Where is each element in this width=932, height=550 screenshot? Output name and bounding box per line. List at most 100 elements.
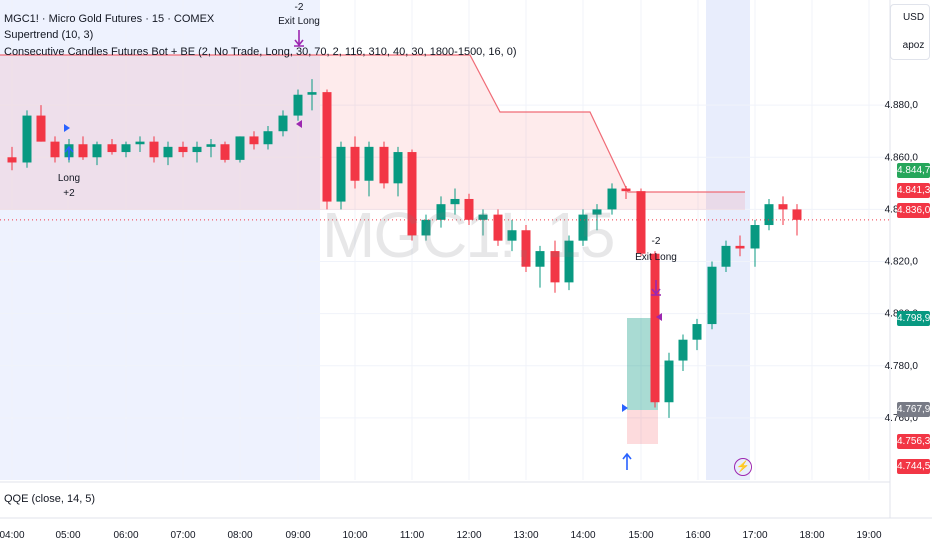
x-tick-9: 13:00 bbox=[513, 530, 538, 541]
y-tick-6: 4.760,0 bbox=[885, 413, 919, 424]
candle-body-5 bbox=[78, 144, 88, 158]
y-tick-3: 4.820,0 bbox=[885, 257, 919, 268]
symbol-legend[interactable]: MGC1! · Micro Gold Futures · 15 · COMEX bbox=[4, 13, 215, 25]
candle-body-25 bbox=[364, 146, 374, 181]
symbol-watermark: MGC1!, 15 bbox=[322, 199, 615, 271]
candle-body-31 bbox=[450, 198, 460, 205]
supertrend-fill bbox=[0, 55, 745, 210]
candle-body-9 bbox=[135, 141, 145, 145]
x-tick-8: 12:00 bbox=[456, 530, 481, 541]
long-arrow-1 bbox=[64, 145, 74, 160]
candle-body-6 bbox=[92, 144, 102, 158]
candle-body-45 bbox=[650, 253, 660, 403]
candle-body-46 bbox=[664, 360, 674, 403]
x-tick-2: 06:00 bbox=[113, 530, 138, 541]
candle-body-11 bbox=[163, 146, 173, 158]
candle-body-19 bbox=[278, 115, 288, 132]
candle-body-49 bbox=[707, 266, 717, 325]
candle-body-37 bbox=[535, 251, 545, 267]
candle-body-53 bbox=[764, 204, 774, 226]
candle-body-3 bbox=[50, 141, 60, 158]
candle-body-26 bbox=[379, 146, 389, 184]
supertrend-line bbox=[0, 54, 745, 193]
exit-long-1-qty: -2 bbox=[295, 2, 304, 13]
x-tick-3: 07:00 bbox=[170, 530, 195, 541]
candle-body-38 bbox=[550, 251, 560, 283]
loss-zone bbox=[627, 410, 658, 444]
x-tick-15: 19:00 bbox=[856, 530, 881, 541]
price-tag-6: 4.744,5 bbox=[897, 459, 931, 474]
scale-settings-box[interactable] bbox=[890, 4, 930, 60]
exit-flag-2 bbox=[656, 313, 662, 321]
candle-body-16 bbox=[235, 136, 245, 160]
candle-body-41 bbox=[592, 209, 602, 215]
candle-body-8 bbox=[121, 144, 131, 153]
x-tick-1: 05:00 bbox=[55, 530, 80, 541]
candle-body-43 bbox=[621, 188, 631, 192]
candle-body-35 bbox=[507, 230, 517, 241]
candle-body-55 bbox=[792, 209, 802, 220]
candle-body-47 bbox=[678, 339, 688, 361]
long-entry-1-label: Long bbox=[58, 173, 80, 184]
candle-body-13 bbox=[192, 146, 202, 153]
qqe-pane-label[interactable]: QQE (close, 14, 5) bbox=[4, 493, 96, 505]
x-tick-12: 16:00 bbox=[685, 530, 710, 541]
y-tick-1: 4.860,0 bbox=[885, 152, 919, 163]
x-tick-6: 10:00 bbox=[342, 530, 367, 541]
candle-body-34 bbox=[493, 214, 503, 241]
candle-body-2 bbox=[36, 115, 46, 142]
candle-body-10 bbox=[149, 141, 159, 158]
candle-body-48 bbox=[692, 324, 702, 340]
x-tick-5: 09:00 bbox=[285, 530, 310, 541]
candle-body-30 bbox=[436, 204, 446, 220]
long-entry-1-qty: +2 bbox=[63, 188, 75, 199]
candle-body-24 bbox=[350, 146, 360, 181]
entry-flag-2 bbox=[622, 404, 628, 412]
currency-label[interactable]: USD bbox=[902, 12, 925, 23]
exit-arrow-2 bbox=[651, 280, 661, 296]
candle-body-23 bbox=[336, 146, 346, 202]
candle-body-33 bbox=[478, 214, 488, 220]
candle-body-0 bbox=[7, 157, 17, 163]
candle-body-54 bbox=[778, 204, 788, 210]
supertrend-legend[interactable]: Supertrend (10, 3) bbox=[4, 29, 94, 41]
price-tag-2: 4.836,0 bbox=[897, 203, 931, 218]
candle-body-7 bbox=[107, 144, 117, 153]
price-tag-3: 4.798,9 bbox=[897, 311, 931, 326]
exit-long-2-qty: -2 bbox=[652, 236, 661, 247]
x-tick-11: 15:00 bbox=[628, 530, 653, 541]
exit-flag-1 bbox=[296, 120, 302, 128]
x-tick-7: 11:00 bbox=[400, 530, 425, 541]
candle-body-20 bbox=[293, 94, 303, 116]
y-tick-0: 4.880,0 bbox=[885, 100, 919, 111]
strategy-legend[interactable]: Consecutive Candles Futures Bot + BE (2,… bbox=[4, 46, 517, 58]
x-tick-10: 14:00 bbox=[570, 530, 595, 541]
candle-body-39 bbox=[564, 240, 574, 283]
candle-body-14 bbox=[206, 144, 216, 147]
candle-body-17 bbox=[249, 136, 259, 145]
session-bg-early bbox=[0, 0, 320, 480]
user-label[interactable]: apoz bbox=[902, 40, 925, 51]
x-tick-4: 08:00 bbox=[227, 530, 252, 541]
candle-body-50 bbox=[721, 245, 731, 267]
price-tag-5: 4.756,3 bbox=[897, 434, 931, 449]
price-tag-1: 4.841,3 bbox=[897, 183, 931, 198]
candle-body-22 bbox=[322, 92, 332, 202]
candle-body-42 bbox=[607, 188, 617, 210]
candle-body-1 bbox=[22, 115, 32, 163]
candle-body-51 bbox=[735, 245, 745, 249]
candle-body-27 bbox=[393, 152, 403, 184]
candle-body-36 bbox=[521, 230, 531, 267]
y-tick-5: 4.780,0 bbox=[885, 361, 919, 372]
lightning-icon[interactable]: ⚡ bbox=[734, 458, 752, 476]
candle-body-40 bbox=[578, 214, 588, 241]
long-arrow-2 bbox=[622, 452, 632, 470]
candle-body-15 bbox=[220, 144, 230, 160]
exit-long-2-label: Exit Long bbox=[635, 252, 677, 263]
candle-body-28 bbox=[407, 152, 417, 236]
candle-body-32 bbox=[464, 198, 474, 220]
x-tick-13: 17:00 bbox=[742, 530, 767, 541]
session-bg-late bbox=[706, 0, 750, 480]
x-tick-14: 18:00 bbox=[799, 530, 824, 541]
